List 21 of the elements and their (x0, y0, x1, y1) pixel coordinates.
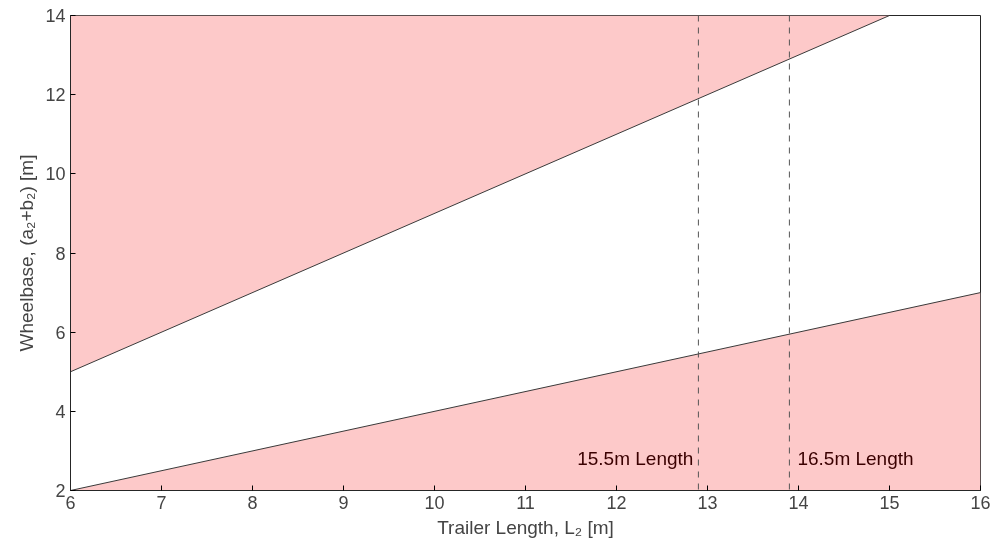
y-tick-label: 4 (55, 401, 66, 422)
x-tick-label: 8 (247, 492, 258, 513)
y-tick-label: 6 (55, 322, 66, 343)
x-tick-label: 16 (970, 492, 991, 513)
x-tick-label: 15 (879, 492, 900, 513)
y-tick-label: 2 (55, 481, 66, 501)
x-tick-label: 13 (697, 492, 718, 513)
x-tick-label: 9 (338, 492, 349, 513)
y-tick-label: 12 (45, 85, 66, 106)
x-tick-label: 11 (516, 492, 535, 513)
y-tick-label: 10 (45, 164, 66, 185)
ref-line-label: 15.5m Length (577, 447, 694, 469)
y-axis-title: Wheelbase, (a₂+b₂) [m] (16, 154, 38, 352)
y-tick-label: 14 (45, 6, 66, 26)
x-tick-label: 12 (606, 492, 627, 513)
x-tick-label: 10 (424, 492, 445, 513)
ref-line-label: 16.5m Length (797, 447, 914, 469)
y-tick-label: 8 (55, 243, 66, 264)
x-tick-label: 14 (788, 492, 809, 513)
x-axis-title: Trailer Length, L₂ [m] (437, 516, 614, 538)
x-tick-label: 7 (156, 492, 167, 513)
